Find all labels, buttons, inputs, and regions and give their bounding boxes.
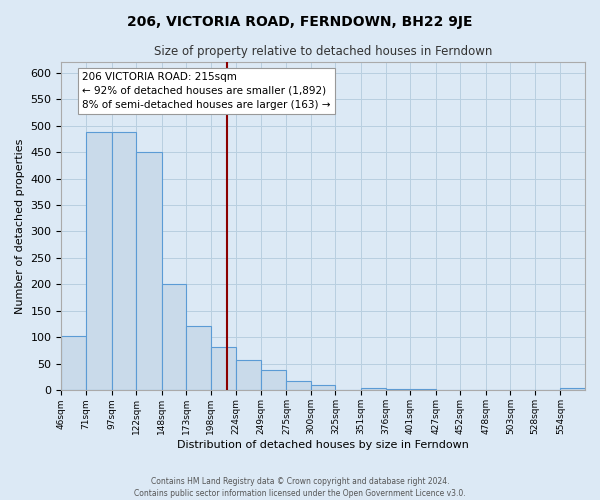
X-axis label: Distribution of detached houses by size in Ferndown: Distribution of detached houses by size … (177, 440, 469, 450)
Text: 206, VICTORIA ROAD, FERNDOWN, BH22 9JE: 206, VICTORIA ROAD, FERNDOWN, BH22 9JE (127, 15, 473, 29)
Bar (386, 389, 410, 390)
Bar (361, 388, 386, 390)
Title: Size of property relative to detached houses in Ferndown: Size of property relative to detached ho… (154, 45, 493, 58)
Bar (560, 388, 585, 390)
Bar (112, 132, 136, 390)
Bar (261, 370, 286, 390)
Text: Contains HM Land Registry data © Crown copyright and database right 2024.
Contai: Contains HM Land Registry data © Crown c… (134, 476, 466, 498)
Bar (211, 347, 236, 391)
Bar (61, 336, 86, 390)
Bar (86, 132, 112, 390)
Y-axis label: Number of detached properties: Number of detached properties (15, 138, 25, 314)
Bar (410, 389, 436, 390)
Bar (311, 385, 335, 390)
Bar (286, 382, 311, 390)
Text: 206 VICTORIA ROAD: 215sqm
← 92% of detached houses are smaller (1,892)
8% of sem: 206 VICTORIA ROAD: 215sqm ← 92% of detac… (82, 72, 331, 110)
Bar (186, 326, 211, 390)
Bar (236, 360, 261, 390)
Bar (161, 284, 186, 391)
Bar (136, 152, 161, 390)
